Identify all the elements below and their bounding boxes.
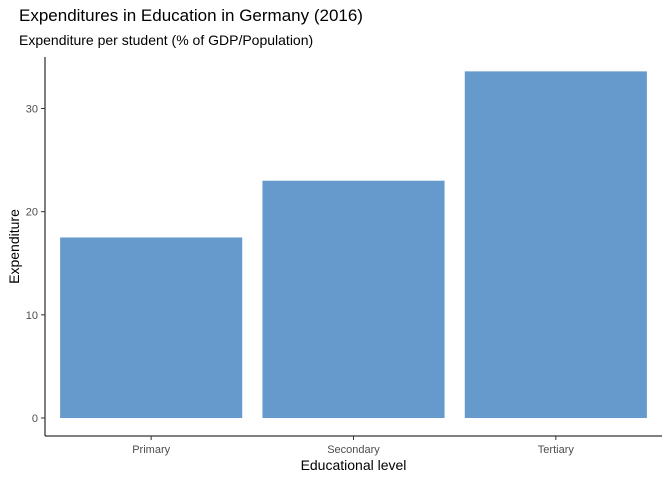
x-tick-label: Primary xyxy=(132,444,170,456)
chart-title: Expenditures in Education in Germany (20… xyxy=(19,6,363,25)
bar-secondary xyxy=(262,180,445,418)
x-axis-ticks: Primary Secondary Tertiary xyxy=(132,436,574,456)
chart-subtitle: Expenditure per student (% of GDP/Popula… xyxy=(19,32,314,48)
y-tick-label: 20 xyxy=(26,207,38,219)
bar-tertiary xyxy=(464,71,647,419)
bars-group xyxy=(60,71,647,419)
x-tick-label: Tertiary xyxy=(538,444,575,456)
x-axis-title: Educational level xyxy=(301,457,407,473)
y-tick-label: 30 xyxy=(26,104,38,116)
x-tick-label: Secondary xyxy=(327,444,380,456)
y-tick-label: 10 xyxy=(26,310,38,322)
y-axis-ticks: 0 10 20 30 xyxy=(26,104,45,425)
bar-primary xyxy=(60,237,243,418)
y-axis-title: Expenditure xyxy=(6,209,22,284)
y-tick-label: 0 xyxy=(32,413,38,425)
